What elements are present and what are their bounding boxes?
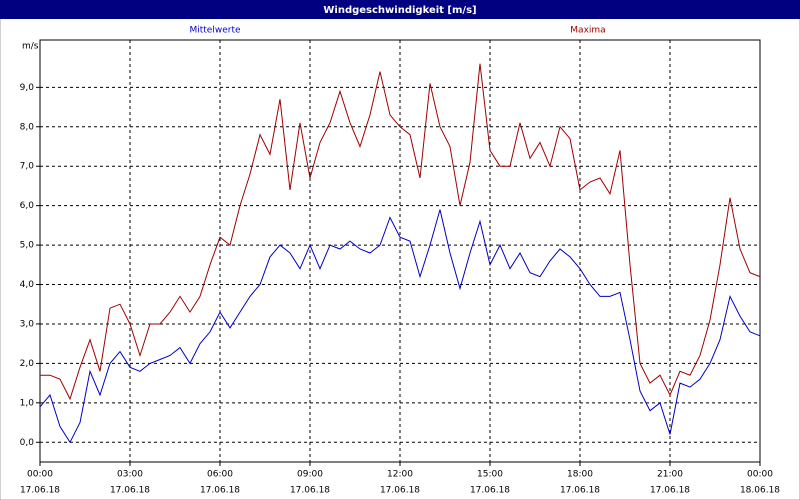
x-tick-label: 09:00 (297, 470, 323, 480)
y-tick-label: 1,0 (20, 398, 35, 408)
y-tick-label: 2,0 (20, 359, 35, 369)
y-tick-label: 3,0 (20, 319, 35, 329)
x-tick-label: 03:00 (117, 470, 143, 480)
title-bar (0, 0, 800, 19)
x-tick-label: 18:00 (567, 470, 593, 480)
data-line (39, 209, 761, 444)
x-tick-label: 12:00 (387, 470, 413, 480)
x-tick-label: 21:00 (657, 470, 683, 480)
y-tick-label: 8,0 (20, 122, 35, 132)
x-tick-date: 17.06.18 (560, 486, 600, 496)
y-tick-label: 5,0 (20, 241, 35, 251)
y-tick-label: 9,0 (20, 83, 35, 93)
legend-entry: Maxima (570, 26, 605, 36)
x-tick-label: 15:00 (477, 470, 503, 480)
x-tick-date: 17.06.18 (20, 486, 60, 496)
x-tick-label: 06:00 (207, 470, 233, 480)
x-tick-label: 00:00 (27, 470, 53, 480)
chart-title: Windgeschwindigkeit [m/s] (323, 5, 476, 16)
x-tick-date: 17.06.18 (650, 486, 690, 496)
y-tick-label: 4,0 (20, 280, 35, 290)
x-tick-date: 17.06.18 (290, 486, 330, 496)
legend-entry: Mittelwerte (189, 26, 240, 36)
x-tick-date: 18.06.18 (740, 486, 780, 496)
y-tick-label: 6,0 (20, 201, 35, 211)
y-axis-label: m/s (22, 42, 39, 52)
y-tick-label: 7,0 (20, 162, 35, 172)
data-line (40, 63, 761, 401)
x-tick-date: 17.06.18 (470, 486, 510, 496)
x-tick-label: 00:00 (747, 470, 773, 480)
x-tick-date: 17.06.18 (110, 486, 150, 496)
x-tick-date: 17.06.18 (200, 486, 240, 496)
x-tick-date: 17.06.18 (380, 486, 420, 496)
y-tick-label: 0,0 (20, 438, 35, 448)
